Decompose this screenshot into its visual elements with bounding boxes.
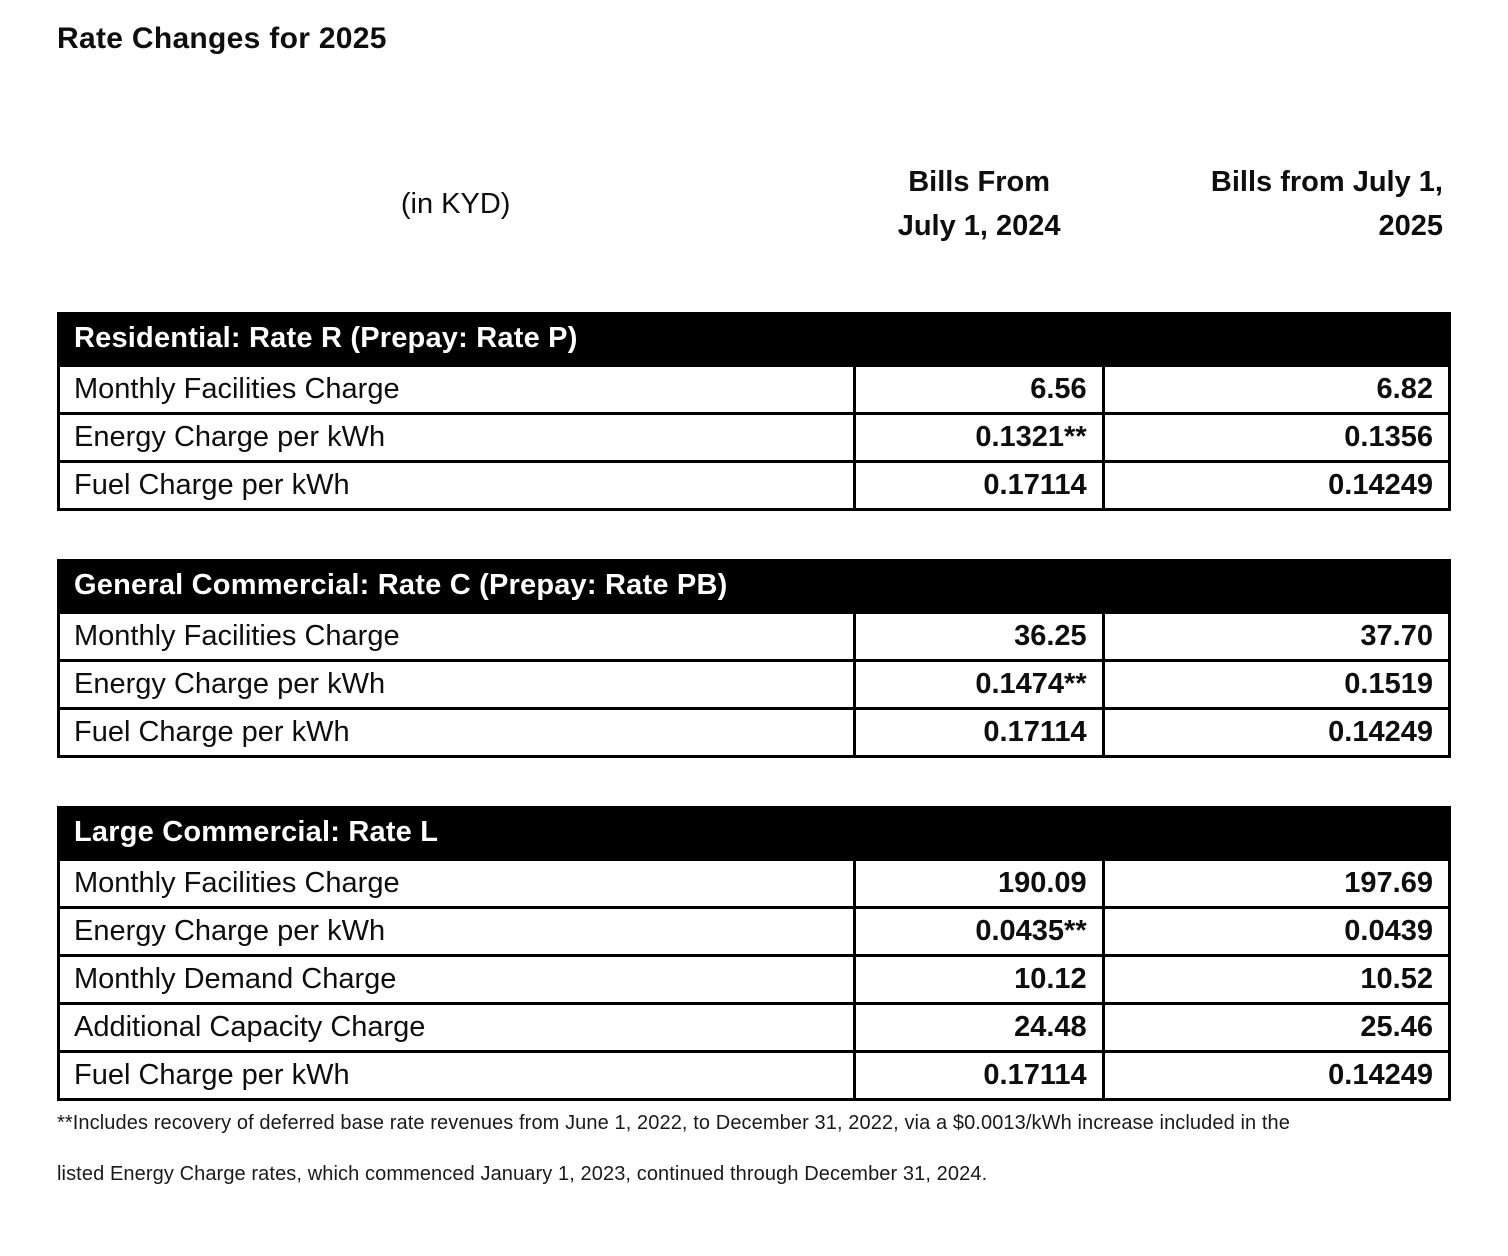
section-header-row: General Commercial: Rate C (Prepay: Rate…: [57, 559, 1451, 614]
table-row: Monthly Facilities Charge 6.56 6.82: [57, 364, 1452, 415]
value-2025: 6.82: [1101, 364, 1452, 415]
value-2024: 0.0435**: [852, 906, 1105, 957]
currency-unit-label: (in KYD): [400, 188, 511, 220]
footnote-line-2: listed Energy Charge rates, which commen…: [57, 1163, 988, 1185]
value-2025: 0.0439: [1101, 906, 1452, 957]
row-label: Monthly Facilities Charge: [57, 611, 856, 662]
row-label: Fuel Charge per kWh: [57, 707, 856, 758]
row-label: Monthly Facilities Charge: [57, 858, 856, 909]
table-row: Fuel Charge per kWh 0.17114 0.14249: [57, 460, 1452, 511]
page-title: Rate Changes for 2025: [57, 22, 387, 55]
row-label: Additional Capacity Charge: [57, 1002, 856, 1053]
value-2025: 25.46: [1101, 1002, 1452, 1053]
value-2025: 0.1356: [1101, 412, 1452, 463]
row-label: Energy Charge per kWh: [57, 659, 856, 710]
rate-tables: Residential: Rate R (Prepay: Rate P) Mon…: [57, 312, 1452, 1101]
table-row: Energy Charge per kWh 0.1321** 0.1356: [57, 412, 1452, 463]
section-header-row: Residential: Rate R (Prepay: Rate P): [57, 312, 1451, 367]
row-label: Fuel Charge per kWh: [57, 460, 856, 511]
value-2025: 197.69: [1101, 858, 1452, 909]
value-2025: 0.1519: [1101, 659, 1452, 710]
rate-table: General Commercial: Rate C (Prepay: Rate…: [57, 559, 1452, 758]
value-2024: 0.1321**: [852, 412, 1105, 463]
value-2024: 10.12: [852, 954, 1105, 1005]
value-2024: 24.48: [852, 1002, 1105, 1053]
column-header-bills-2024: Bills From July 1, 2024: [897, 166, 1061, 242]
value-2025: 37.70: [1101, 611, 1452, 662]
table-row: Energy Charge per kWh 0.1474** 0.1519: [57, 659, 1452, 710]
table-row: Additional Capacity Charge 24.48 25.46: [57, 1002, 1452, 1053]
row-label: Energy Charge per kWh: [57, 906, 856, 957]
value-2024: 0.17114: [852, 460, 1105, 511]
value-2025: 0.14249: [1101, 460, 1452, 511]
rate-table: Residential: Rate R (Prepay: Rate P) Mon…: [57, 312, 1452, 511]
value-2024: 0.17114: [852, 1050, 1105, 1101]
section-header-row: Large Commercial: Rate L: [57, 806, 1451, 861]
table-row: Fuel Charge per kWh 0.17114 0.14249: [57, 1050, 1452, 1101]
value-2025: 10.52: [1101, 954, 1452, 1005]
rate-table: Large Commercial: Rate L Monthly Facilit…: [57, 806, 1452, 1101]
footnote: **Includes recovery of deferred base rat…: [57, 1112, 1451, 1186]
table-row: Fuel Charge per kWh 0.17114 0.14249: [57, 707, 1452, 758]
table-row: Energy Charge per kWh 0.0435** 0.0439: [57, 906, 1452, 957]
table-row: Monthly Facilities Charge 190.09 197.69: [57, 858, 1452, 909]
rate-changes-document: Rate Changes for 2025 (in KYD) Bills Fro…: [57, 22, 1452, 1186]
row-label: Monthly Demand Charge: [57, 954, 856, 1005]
value-2024: 6.56: [852, 364, 1105, 415]
row-label: Monthly Facilities Charge: [57, 364, 856, 415]
section-header: Large Commercial: Rate L: [57, 806, 1451, 861]
value-2024: 0.1474**: [852, 659, 1105, 710]
table-row: Monthly Demand Charge 10.12 10.52: [57, 954, 1452, 1005]
section-header: General Commercial: Rate C (Prepay: Rate…: [57, 559, 1451, 614]
column-header-bills-2025: Bills from July 1, 2025: [1210, 166, 1443, 242]
value-2024: 0.17114: [852, 707, 1105, 758]
footnote-line-1: **Includes recovery of deferred base rat…: [57, 1112, 1291, 1134]
table-row: Monthly Facilities Charge 36.25 37.70: [57, 611, 1452, 662]
section-header: Residential: Rate R (Prepay: Rate P): [57, 312, 1451, 367]
value-2025: 0.14249: [1101, 707, 1452, 758]
value-2024: 190.09: [852, 858, 1105, 909]
value-2025: 0.14249: [1101, 1050, 1452, 1101]
row-label: Fuel Charge per kWh: [57, 1050, 856, 1101]
row-label: Energy Charge per kWh: [57, 412, 856, 463]
column-header-row: (in KYD) Bills From July 1, 2024 Bills f…: [57, 160, 1451, 248]
value-2024: 36.25: [852, 611, 1105, 662]
